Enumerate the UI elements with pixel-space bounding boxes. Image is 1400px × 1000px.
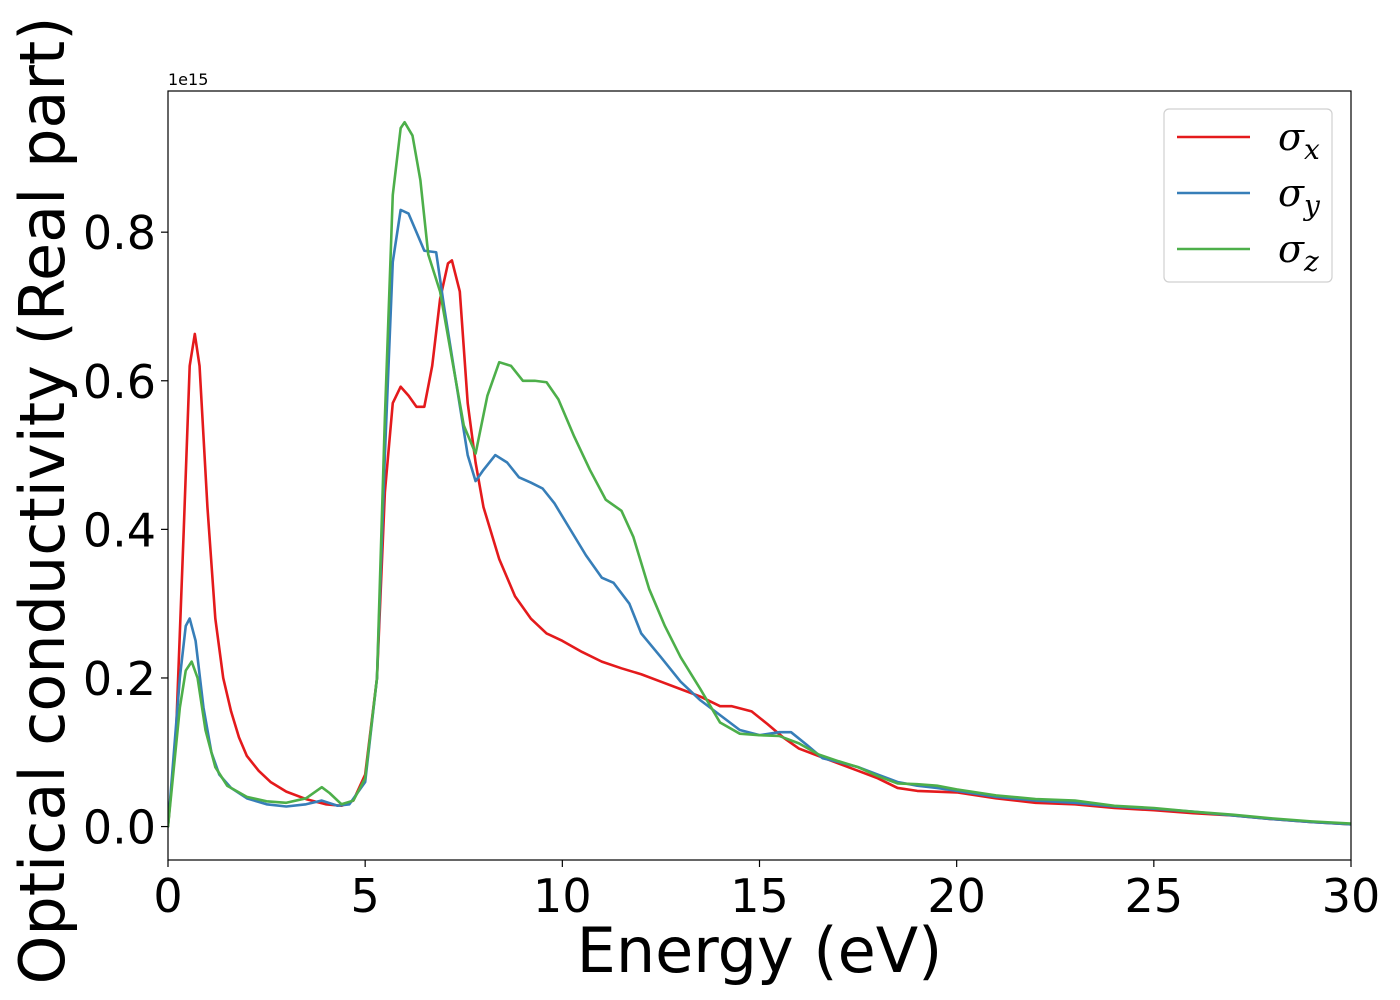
- x-tick-label: 0: [153, 869, 182, 923]
- x-tick-label: 5: [351, 869, 380, 923]
- x-tick-label: 20: [927, 869, 986, 923]
- x-axis-label: Energy (eV): [577, 914, 943, 987]
- legend-label-y: σy: [1278, 171, 1321, 222]
- series-line-x: [168, 259, 1351, 828]
- y-tick-label: 0.6: [83, 355, 156, 409]
- y-offset-label: 1e15: [168, 70, 208, 89]
- series-line-y: [168, 208, 1351, 828]
- ticks-layer: 0 5 10 15 20 25 30 0.0 0.2 0.4 0.6 0.8: [83, 206, 1380, 923]
- x-tick-label: 15: [730, 869, 789, 923]
- x-tick-label: 10: [533, 869, 592, 923]
- series-line-z: [168, 120, 1351, 828]
- legend-label-x: σx: [1278, 115, 1320, 166]
- x-tick-label: 30: [1322, 869, 1381, 923]
- y-tick-label: 0.2: [83, 652, 156, 706]
- y-tick-label: 0.0: [83, 801, 156, 855]
- series-layer: [168, 120, 1351, 828]
- y-tick-label: 0.8: [83, 206, 156, 260]
- legend-box: [1163, 108, 1333, 283]
- legend-label-z: σz: [1278, 227, 1319, 278]
- x-tick-label: 25: [1125, 869, 1184, 923]
- y-axis-label: Optical conductivity (Real part): [6, 17, 79, 985]
- y-tick-label: 0.4: [83, 503, 156, 557]
